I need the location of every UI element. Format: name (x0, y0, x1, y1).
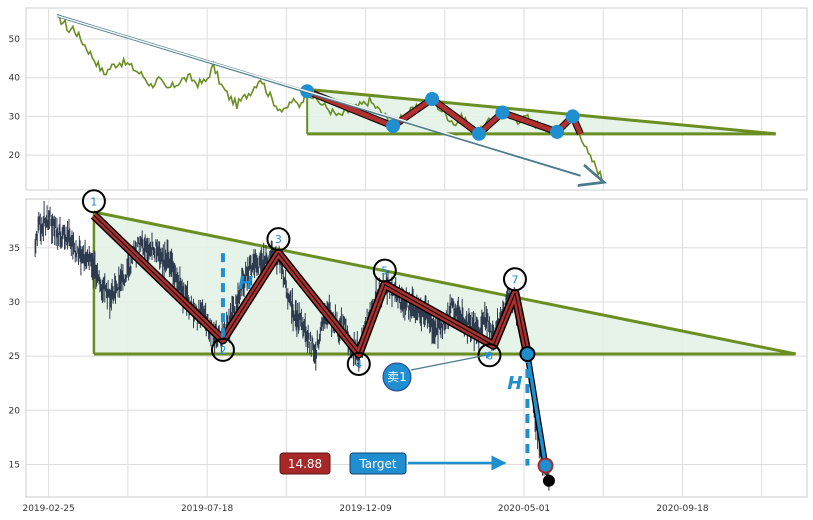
height-marker-label: H (507, 373, 522, 394)
detail-y-tick-label: 35 (9, 244, 20, 254)
detail-height-markers: HH (220, 253, 530, 466)
detail-y-tick-label: 25 (9, 352, 20, 362)
overview-y-tick-label: 40 (9, 74, 21, 84)
sell-signal-label: 卖1 (387, 370, 407, 384)
pattern-point-ring (210, 337, 235, 362)
detail-x-tick-label: 2020-09-18 (656, 504, 709, 514)
pattern-point-ring (372, 258, 397, 283)
detail-breakout-line (525, 353, 548, 466)
overview-pattern-marker (425, 92, 440, 106)
pattern-point-label: 3 (275, 233, 282, 246)
detail-annotations: 卖1 14.88 Target (279, 351, 507, 475)
detail-y-ticks: 15 20 25 30 35 (9, 244, 21, 471)
detail-x-tick-label: 2019-07-18 (181, 504, 234, 514)
target-price-box (279, 452, 331, 475)
breakout-point (519, 345, 536, 362)
pattern-point-label: 2 (219, 344, 226, 357)
overview-pattern-marker (495, 105, 510, 120)
pattern-point-label: 4 (355, 358, 362, 371)
detail-x-tick-label: 2020-05-01 (498, 504, 550, 514)
pattern-point-ring (477, 343, 502, 368)
target-point (537, 457, 554, 474)
overview-trend-arrow (56, 14, 604, 183)
overview-panel: 20 30 40 50 (9, 7, 808, 191)
overview-pattern-marker (386, 119, 401, 134)
overview-pattern-marker (471, 126, 486, 141)
overview-pattern-marker (550, 124, 565, 139)
end-point (542, 474, 555, 487)
overview-resistance-line (307, 87, 776, 136)
overview-y-ticks: 20 30 40 50 (9, 35, 21, 161)
detail-triangle (92, 210, 796, 356)
pattern-point-label: 1 (90, 195, 97, 208)
detail-y-tick-label: 30 (9, 298, 21, 308)
pattern-point-ring (502, 267, 527, 292)
detail-pattern-core (93, 214, 528, 355)
height-marker-label: H (238, 273, 253, 294)
target-label: Target (358, 457, 396, 471)
detail-resistance-line (93, 210, 796, 356)
pattern-point-ring (81, 189, 106, 214)
detail-pattern (90, 212, 549, 467)
pattern-point-label: 6 (486, 349, 493, 362)
overview-y-tick-label: 50 (9, 35, 21, 45)
pattern-point-label: 5 (381, 265, 388, 278)
sell-signal-pointer (410, 351, 493, 371)
sell-signal-badge (382, 362, 412, 392)
detail-x-tick-label: 2019-12-09 (339, 504, 392, 514)
detail-y-tick-label: 20 (9, 406, 21, 416)
overview-y-tick-label: 30 (9, 112, 21, 122)
detail-x-ticks: 2019-02-25 2019-07-18 2019-12-09 2020-05-01… (22, 504, 708, 514)
target-price-value: 14.88 (288, 457, 322, 471)
overview-y-tick-label: 20 (9, 151, 21, 161)
target-box (349, 452, 407, 475)
pattern-point-label: 7 (511, 273, 518, 286)
pattern-point-ring (346, 351, 371, 376)
overview-trend-arrow-inner (57, 15, 599, 180)
overview-pattern-marker (565, 109, 580, 124)
detail-x-tick-label: 2019-02-25 (22, 504, 74, 514)
pattern-point-ring (266, 227, 291, 252)
detail-y-tick-label: 15 (9, 460, 20, 470)
